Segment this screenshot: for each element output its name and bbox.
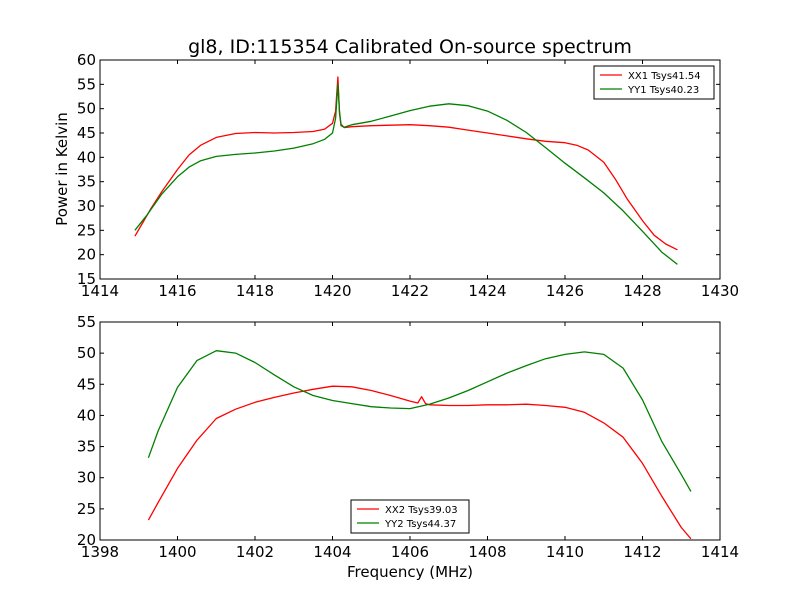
- top-y-tick-label: 15: [77, 270, 96, 288]
- top-x-tick-label: 1414: [81, 282, 119, 300]
- bottom-x-tick-label: 1404: [313, 543, 351, 561]
- bottom-x-tick-label: 1414: [701, 543, 739, 561]
- bottom-x-tick-label: 1398: [81, 543, 119, 561]
- bottom-legend: [350, 499, 470, 534]
- bottom-y-tick-label: 55: [77, 313, 96, 331]
- bottom-y-tick-label: 25: [77, 500, 96, 518]
- top-spectrum-panel: 1414 1416 1418 1420 1422 1424 1426 1428 1430 15 20…: [77, 51, 739, 300]
- top-x-tick-label: 1424: [468, 282, 506, 300]
- top-x-tick-label: 1430: [701, 282, 739, 300]
- chart-title: gl8, ID:115354 Calibrated On-source spec…: [188, 36, 632, 58]
- top-y-tick-label: 25: [77, 221, 96, 239]
- top-y-tick-label: 45: [77, 124, 96, 142]
- bottom-series-line-yy: [147, 350, 692, 492]
- top-y-tick-label: 30: [77, 197, 96, 215]
- top-legend: [593, 65, 715, 100]
- bottom-series-line-xx: [147, 385, 692, 540]
- bottom-x-tick-label: 1408: [468, 543, 506, 561]
- top-y-tick-label: 55: [77, 75, 96, 93]
- bottom-y-tick-label: 50: [77, 344, 96, 362]
- top-x-tick-label: 1416: [158, 282, 196, 300]
- top-legend-label: XX1 Tsys41.54: [628, 71, 701, 82]
- bottom-y-tick-label: 40: [77, 406, 96, 424]
- bottom-y-tick-label: 35: [77, 438, 96, 456]
- bottom-x-tick-label: 1406: [391, 543, 429, 561]
- top-y-tick-label: 20: [77, 246, 96, 264]
- bottom-legend-label: XX2 Tsys39.03: [385, 505, 458, 516]
- top-x-tick-label: 1426: [546, 282, 584, 300]
- top-x-tick-label: 1428: [623, 282, 661, 300]
- top-x-tick-label: 1418: [236, 282, 274, 300]
- top-axes-frame: [99, 59, 721, 280]
- top-y-tick-label: 40: [77, 148, 96, 166]
- top-y-tick-label: 60: [77, 51, 96, 69]
- top-series-line-xx: [134, 76, 678, 251]
- top-series-line-yy: [134, 83, 678, 265]
- x-axis-label: Frequency (MHz): [347, 563, 473, 581]
- top-y-tick-label: 50: [77, 100, 96, 118]
- bottom-x-tick-label: 1402: [236, 543, 274, 561]
- bottom-y-tick-label: 20: [77, 531, 96, 549]
- top-y-tick-label: 35: [77, 173, 96, 191]
- top-x-tick-label: 1420: [313, 282, 351, 300]
- bottom-x-tick-label: 1400: [158, 543, 196, 561]
- top-legend-label: YY1 Tsys40.23: [627, 85, 699, 96]
- bottom-y-tick-label: 30: [77, 469, 96, 487]
- bottom-axes-frame: [99, 321, 721, 541]
- bottom-x-tick-label: 1412: [623, 543, 661, 561]
- top-x-tick-label: 1422: [391, 282, 429, 300]
- bottom-x-tick-label: 1410: [546, 543, 584, 561]
- y-axis-label: Power in Kelvin: [53, 112, 71, 226]
- bottom-legend-label: YY2 Tsys44.37: [384, 519, 456, 530]
- bottom-spectrum-panel: 1398 1400 1402 1404 1406 1408 1410 1412 1414 20 25…: [77, 313, 739, 561]
- bottom-y-tick-label: 45: [77, 375, 96, 393]
